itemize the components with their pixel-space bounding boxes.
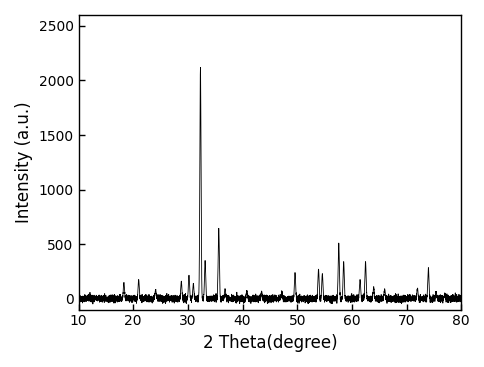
Y-axis label: Intensity (a.u.): Intensity (a.u.) <box>15 102 33 223</box>
X-axis label: 2 Theta(degree): 2 Theta(degree) <box>202 334 336 352</box>
